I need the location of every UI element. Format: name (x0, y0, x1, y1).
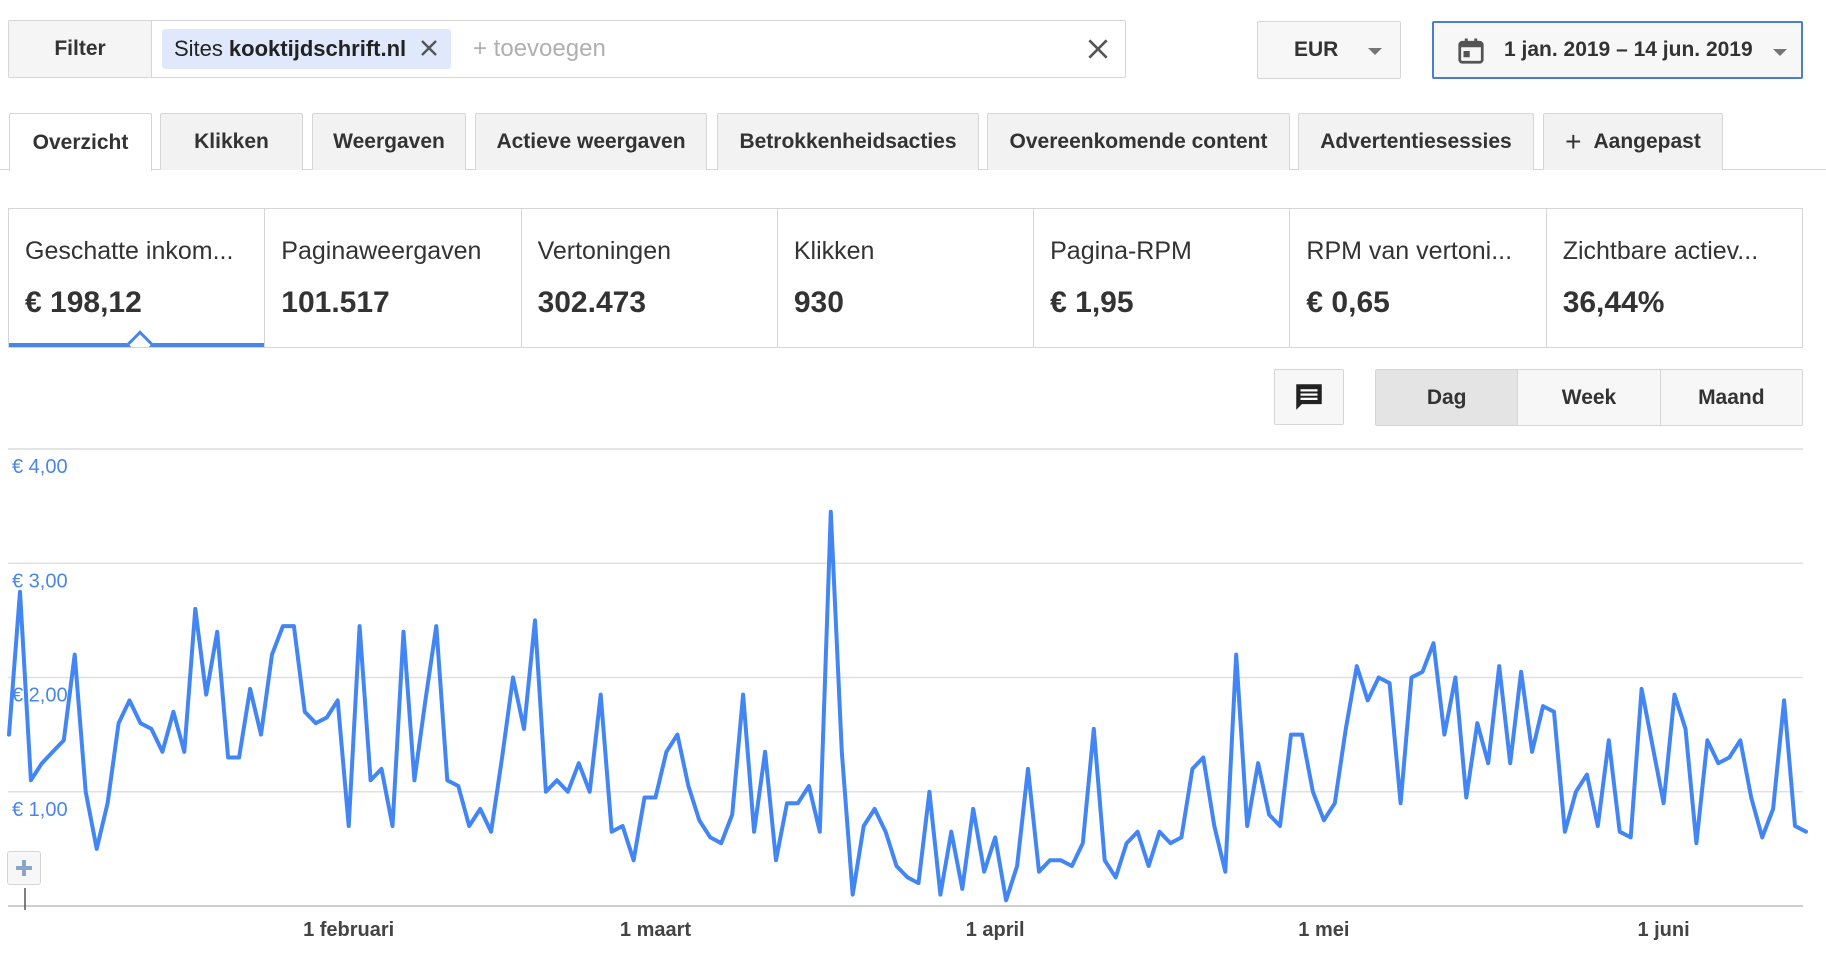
x-tick-label: 1 april (966, 919, 1025, 940)
tab-label: Overzicht (32, 130, 129, 154)
date-range-picker[interactable]: 1 jan. 2019 – 14 jun. 2019 (1432, 21, 1803, 79)
y-tick-label: € 2,00 (12, 685, 68, 707)
chip-site-value: kooktijdschrift.nl (228, 36, 407, 61)
tab-label: Actieve weergaven (496, 130, 686, 153)
metric-card-impressions[interactable]: Vertoningen 302.473 (521, 209, 778, 347)
metric-label: RPM van vertoni... (1306, 237, 1513, 265)
tab-overeenkomende-content[interactable]: Overeenkomende content (987, 113, 1290, 170)
granularity-toggle: Dag Week Maand (1375, 369, 1803, 426)
tab-label: Betrokkenheidsacties (739, 130, 957, 153)
month-button[interactable]: Maand (1698, 385, 1765, 409)
plus-icon: + (1565, 126, 1582, 157)
filter-bar: Filter Sites kooktijdschrift.nl (8, 20, 1126, 78)
annotations-button[interactable] (1274, 369, 1344, 425)
metric-value: € 0,65 (1306, 286, 1390, 319)
metric-label: Paginaweergaven (281, 237, 482, 265)
close-icon[interactable] (417, 36, 441, 60)
metric-label: Klikken (793, 237, 875, 265)
add-filter-input[interactable] (471, 33, 1031, 65)
metric-value: € 198,12 (25, 286, 142, 319)
tab-label: Overeenkomende content (1009, 130, 1268, 153)
x-tick-label: 1 mei (1298, 919, 1349, 940)
metric-value: 101.517 (281, 286, 390, 319)
y-tick-label: € 3,00 (12, 570, 68, 592)
metric-value: 302.473 (537, 286, 647, 319)
tab-aangepast[interactable]: + Aangepast (1543, 113, 1723, 170)
tab-label: Advertentiesessies (1320, 130, 1512, 153)
comment-icon (1296, 384, 1322, 410)
metric-label: Zichtbare actiev... (1562, 237, 1759, 265)
tab-label: Aangepast (1593, 130, 1701, 153)
metric-value: 36,44% (1562, 286, 1665, 319)
y-tick-label: € 4,00 (12, 456, 68, 478)
tab-label: Klikken (194, 130, 269, 153)
metric-value: € 1,95 (1050, 286, 1134, 319)
plus-icon (16, 860, 32, 876)
calendar-icon (1458, 38, 1484, 64)
metric-card-page-rpm[interactable]: Pagina-RPM € 1,95 (1034, 209, 1291, 347)
currency-select[interactable]: EUR (1257, 21, 1401, 79)
x-tick-label: 1 maart (620, 919, 691, 940)
metric-value: 930 (793, 286, 844, 319)
date-range-value: 1 jan. 2019 – 14 jun. 2019 (1504, 38, 1753, 61)
site-filter-chip: Sites kooktijdschrift.nl (162, 29, 451, 69)
y-tick-label: € 1,00 (12, 799, 68, 821)
metric-card-pageviews[interactable]: Paginaweergaven 101.517 (265, 209, 522, 347)
earnings-line-chart: € 1,00 € 2,00 € 3,00 € 4,00 1 februari 1 maar… (7, 448, 1808, 940)
x-tick-label: 1 juni (1637, 919, 1689, 940)
metric-card-clicks[interactable]: Klikken 930 (777, 209, 1035, 347)
metric-card-estimated-earnings[interactable]: Geschatte inkom... € 198,12 (9, 209, 266, 347)
chip-prefix: Sites (174, 36, 223, 61)
chevron-down-icon (1773, 49, 1787, 56)
week-button[interactable]: Week (1518, 370, 1661, 425)
metric-card-impression-rpm[interactable]: RPM van vertoni... € 0,65 (1290, 209, 1547, 347)
currency-value: EUR (1294, 38, 1339, 61)
metric-label: Geschatte inkom... (25, 237, 234, 265)
clear-filter-icon[interactable] (1085, 36, 1111, 62)
tab-weergaven[interactable]: Weergaven (312, 113, 466, 170)
tab-actieve-weergaven[interactable]: Actieve weergaven (475, 113, 707, 170)
chevron-down-icon (1368, 48, 1382, 55)
selected-notch (127, 330, 153, 347)
tab-klikken[interactable]: Klikken (160, 113, 303, 170)
tab-label: Weergaven (333, 130, 445, 153)
day-button[interactable]: Dag (1376, 370, 1519, 425)
earnings-series-line (7, 509, 1808, 903)
zoom-button[interactable] (7, 851, 41, 885)
tab-advertentiesessies[interactable]: Advertentiesessies (1298, 113, 1534, 170)
tab-betrokkenheidsacties[interactable]: Betrokkenheidsacties (717, 113, 979, 170)
tab-overzicht[interactable]: Overzicht (9, 113, 152, 171)
filter-button[interactable]: Filter (9, 21, 152, 77)
metric-cards: Geschatte inkom... € 198,12 Paginaweerga… (8, 208, 1803, 348)
x-tick-label: 1 februari (303, 919, 394, 940)
metric-card-active-view-viewable[interactable]: Zichtbare actiev... 36,44% (1546, 209, 1802, 347)
metric-label: Pagina-RPM (1050, 237, 1192, 265)
metric-label: Vertoningen (537, 237, 672, 265)
